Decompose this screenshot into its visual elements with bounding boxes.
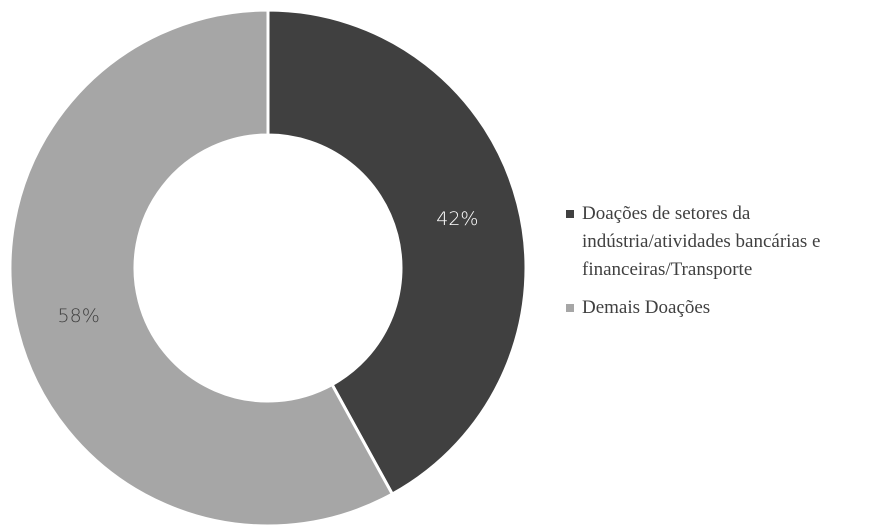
legend: Doações de setores da indústria/atividad… (566, 200, 885, 332)
donut-chart: 42% 58% (8, 8, 528, 525)
donut-slice (266, 8, 528, 497)
legend-label: Demais Doações (582, 297, 711, 318)
legend-item: Doações de setores da indústria/atividad… (566, 200, 885, 284)
legend-item: Demais Doações (566, 294, 885, 322)
legend-label: Doações de setores da indústria/atividad… (582, 203, 821, 280)
legend-swatch (566, 210, 574, 218)
data-label: 58% (58, 305, 100, 327)
legend-swatch (566, 304, 574, 312)
data-label: 42% (436, 208, 478, 230)
donut-slice (8, 8, 395, 525)
